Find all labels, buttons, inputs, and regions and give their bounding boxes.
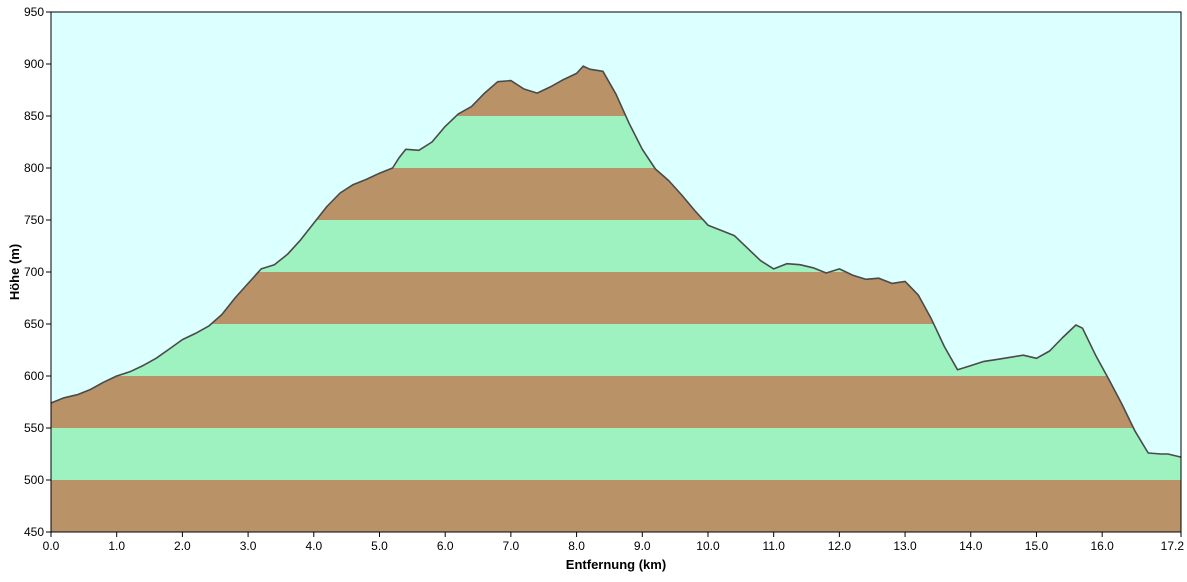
x-tick-label: 8.0 [568,539,585,553]
y-tick-label: 900 [24,57,44,71]
x-tick-label: 3.0 [240,539,257,553]
x-tick-label: 4.0 [305,539,322,553]
elevation-band-450 [51,480,1181,532]
x-tick-label: 10.0 [696,539,720,553]
y-tick-label: 850 [24,109,44,123]
y-tick-label: 700 [24,265,44,279]
x-tick-label: 7.0 [503,539,520,553]
y-tick-label: 800 [24,161,44,175]
y-tick-label: 950 [24,5,44,19]
x-axis: 0.0 1.0 2.0 3.0 4.0 5.0 6.0 7.0 8.0 9.0 10.0 11.0 12… [43,532,1185,553]
y-tick-label: 750 [24,213,44,227]
y-tick-label: 500 [24,473,44,487]
y-tick-label: 550 [24,421,44,435]
x-tick-label: 15.0 [1025,539,1049,553]
x-tick-label: 5.0 [371,539,388,553]
x-axis-title: Entfernung (km) [566,557,666,572]
y-tick-label: 650 [24,317,44,331]
x-tick-label: 2.0 [174,539,191,553]
sky-area [51,12,1181,458]
x-tick-label: 6.0 [437,539,454,553]
x-tick-label: 1.0 [108,539,125,553]
y-axis-title: Höhe (m) [7,244,22,300]
y-tick-label: 450 [24,525,44,539]
x-tick-label: 17.2 [1161,539,1185,553]
elevation-band-550 [51,376,1181,428]
x-tick-label: 13.0 [893,539,917,553]
x-tick-label: 0.0 [43,539,60,553]
x-tick-label: 16.0 [1090,539,1114,553]
elevation-profile-line [50,65,1182,458]
x-tick-label: 14.0 [959,539,983,553]
x-tick-label: 9.0 [634,539,651,553]
y-axis: 450 500 550 600 650 700 750 800 850 900 950 [24,5,51,539]
x-tick-label: 12.0 [828,539,852,553]
elevation-band-500 [51,428,1181,480]
x-tick-label: 11.0 [762,539,785,553]
y-tick-label: 600 [24,369,44,383]
